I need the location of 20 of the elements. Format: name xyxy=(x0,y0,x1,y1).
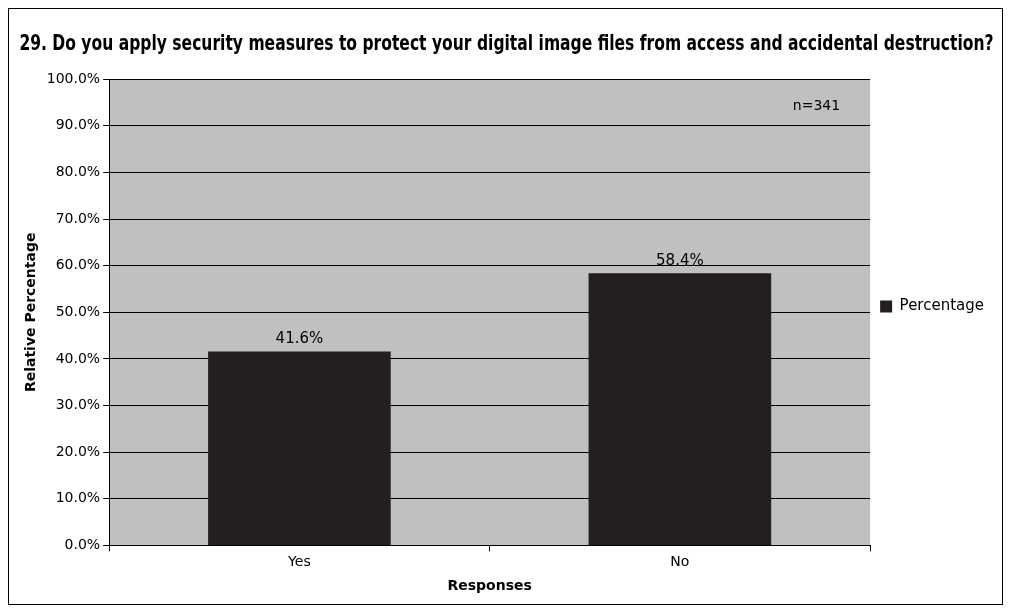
y-tick-label: 20.0% xyxy=(55,442,101,459)
y-tick-label: 100.0% xyxy=(46,69,101,86)
data-label: 41.6% xyxy=(275,328,324,347)
x-tick-label: No xyxy=(670,553,690,570)
y-tick-label: 50.0% xyxy=(55,302,101,319)
data-label: 58.4% xyxy=(656,250,704,269)
y-tick-label: 60.0% xyxy=(55,256,101,273)
y-tick-label: 40.0% xyxy=(55,349,101,366)
x-tick-label: Yes xyxy=(287,553,311,570)
y-tick-label: 30.0% xyxy=(55,396,101,413)
y-tick-label: 10.0% xyxy=(55,489,101,506)
y-tick-label: 90.0% xyxy=(55,116,101,133)
legend-label: Percentage xyxy=(899,296,985,315)
y-tick-label: 70.0% xyxy=(55,209,101,226)
y-tick-label: 0.0% xyxy=(64,536,101,553)
y-tick-label: 80.0% xyxy=(55,163,101,180)
annotation: n=341 xyxy=(792,96,841,113)
chart-title: 29. Do you apply security measures to protect your digital image files from access and accidental destruction? xyxy=(19,30,994,55)
x-axis-title: Responses xyxy=(447,577,532,594)
y-axis-title: Relative Percentage xyxy=(22,232,39,393)
